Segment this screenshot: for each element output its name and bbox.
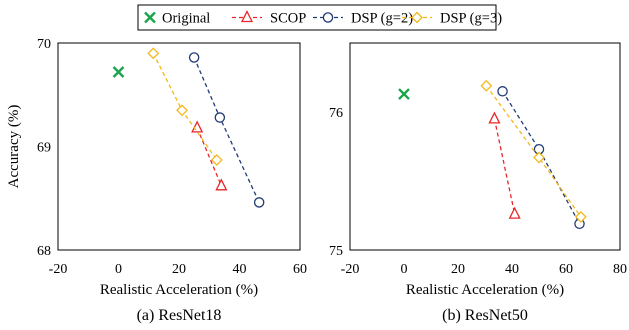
- series-line-dsp-g-2: [501, 90, 581, 225]
- data-point-dsp-g-3: [176, 104, 188, 117]
- legend-marker-dsp-g-2: [322, 12, 334, 23]
- x-axis-label: Realistic Acceleration (%): [100, 282, 258, 298]
- data-point-dsp-g-3: [147, 47, 160, 60]
- x-tick-label: 0: [401, 262, 408, 277]
- series-line-scop: [196, 127, 222, 187]
- series-line-scop: [493, 118, 516, 215]
- chart-resnet18: -20 0 20 40 60 68 69 70 Realistic Acceleration (…: [6, 37, 307, 324]
- y-tick-label: 75: [329, 244, 343, 259]
- x-tick-label: 20: [172, 262, 186, 277]
- x-tick-label: 60: [559, 262, 573, 277]
- legend: Original SCOP DSP (g=2) DSP (g=3): [137, 4, 502, 31]
- data-point-original: [112, 66, 125, 78]
- data-point-dsp-g-3: [210, 154, 223, 166]
- data-point-dsp-g-3: [533, 151, 545, 164]
- series-original: [398, 88, 410, 100]
- series-line-dsp-g-3: [485, 85, 582, 218]
- x-tick-label: 40: [505, 262, 519, 277]
- data-point-dsp-g-3: [574, 210, 587, 223]
- legend-marker-original: [144, 11, 156, 24]
- x-tick-label: 0: [115, 262, 122, 277]
- series-line-dsp-g-2: [193, 57, 260, 203]
- data-point-dsp-g-3: [480, 79, 493, 92]
- data-point-scop: [508, 206, 521, 219]
- y-tick-label: 70: [37, 37, 51, 52]
- x-tick-label: -20: [49, 262, 68, 277]
- series-scop: [488, 111, 521, 219]
- y-axis-label: Accuracy (%): [6, 105, 22, 189]
- legend-label-scop: SCOP: [270, 11, 306, 27]
- y-tick-label: 69: [37, 141, 51, 156]
- data-point-dsp-g-2: [188, 52, 200, 63]
- legend-marker-dsp-g-3: [411, 11, 423, 24]
- data-point-scop: [215, 178, 228, 191]
- series-dsp-g-2: [188, 52, 265, 208]
- chart-caption: (b) ResNet50: [442, 307, 528, 324]
- series-scop: [191, 120, 228, 191]
- data-point-scop: [488, 111, 501, 124]
- series-dsp-g-3: [147, 47, 223, 166]
- legend-label-dsp-g-3: DSP (g=3): [440, 11, 502, 27]
- legend-marker-scop: [240, 10, 254, 23]
- x-tick-label: 20: [451, 262, 465, 277]
- legend-label-dsp-g-2: DSP (g=2): [351, 11, 413, 27]
- plot-area-frame: [349, 42, 621, 251]
- series-line-dsp-g-3: [152, 53, 218, 161]
- data-point-dsp-g-2: [214, 112, 226, 123]
- y-tick-label: 68: [37, 244, 51, 259]
- data-point-dsp-g-2: [253, 197, 265, 208]
- x-tick-label: 60: [293, 262, 307, 277]
- series-original: [112, 66, 125, 78]
- x-tick-label: 40: [233, 262, 247, 277]
- x-tick-label: -20: [341, 262, 360, 277]
- x-tick-label: 80: [613, 262, 627, 277]
- series-dsp-g-3: [480, 79, 587, 223]
- data-point-original: [398, 88, 410, 100]
- chart-caption: (a) ResNet18: [137, 307, 222, 324]
- x-axis-label: Realistic Acceleration (%): [406, 282, 564, 298]
- data-point-dsp-g-2: [497, 86, 508, 97]
- y-tick-label: 76: [329, 106, 343, 121]
- chart-resnet50: -20 0 20 40 60 80 75 76 Realistic Acceleration (…: [329, 42, 627, 324]
- plot-area-frame: [57, 42, 301, 251]
- legend-label-original: Original: [162, 11, 210, 27]
